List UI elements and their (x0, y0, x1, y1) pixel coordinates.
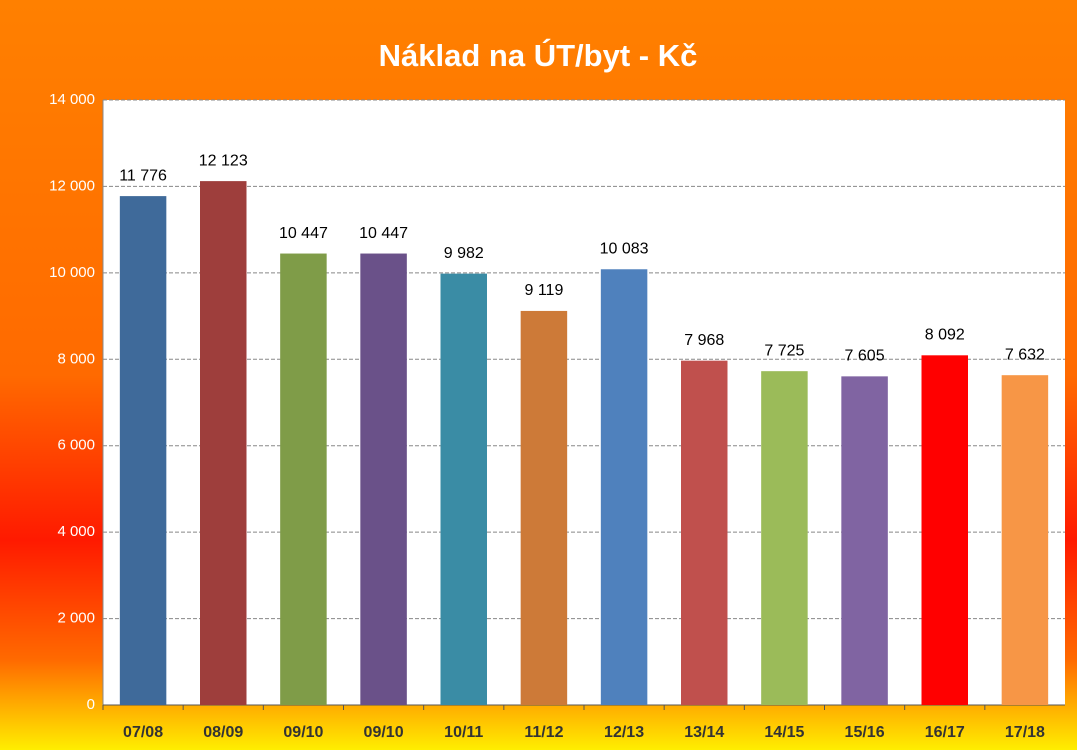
value-label: 9 119 (524, 282, 563, 299)
y-tick-label: 2 000 (57, 610, 95, 627)
y-tick-label: 14 000 (49, 91, 95, 108)
value-label: 7 725 (764, 342, 804, 359)
y-tick-label: 12 000 (49, 177, 95, 194)
x-tick-label: 08/09 (203, 724, 243, 741)
x-tick-label: 13/14 (684, 724, 724, 741)
y-tick-label: 0 (87, 696, 95, 713)
x-tick-label: 16/17 (925, 724, 965, 741)
x-tick-label: 12/13 (604, 724, 644, 741)
bar (280, 253, 327, 706)
x-tick-label: 11/12 (524, 724, 563, 741)
bar (440, 273, 487, 705)
bar (761, 371, 808, 705)
bar (1001, 375, 1049, 705)
value-label: 10 447 (359, 225, 408, 242)
value-label: 7 605 (845, 348, 885, 365)
bar (200, 181, 247, 705)
bar (681, 360, 728, 705)
y-tick-label: 10 000 (49, 264, 95, 281)
bar (921, 355, 968, 705)
y-tick-label: 4 000 (57, 523, 95, 540)
value-label: 7 968 (684, 332, 724, 349)
x-tick-label: 10/11 (444, 724, 483, 741)
value-label: 12 123 (199, 152, 248, 169)
bar (520, 310, 568, 705)
bar (360, 253, 407, 706)
x-tick-label: 15/16 (845, 724, 885, 741)
x-tick-label: 07/08 (123, 724, 163, 741)
x-tick-label: 09/10 (283, 724, 323, 741)
chart-title: Náklad na ÚT/byt - Kč (379, 37, 698, 73)
value-label: 10 447 (279, 225, 328, 242)
x-tick-label: 17/18 (1005, 724, 1045, 741)
bar (600, 269, 648, 705)
value-label: 9 982 (444, 245, 484, 262)
x-tick-label: 14/15 (764, 724, 804, 741)
value-label: 10 083 (600, 240, 649, 257)
x-tick-label: 09/10 (364, 724, 404, 741)
value-label: 7 632 (1005, 346, 1045, 363)
plot-area (103, 100, 1065, 705)
y-tick-label: 8 000 (57, 350, 95, 367)
value-label: 11 776 (119, 167, 167, 184)
value-label: 8 092 (925, 327, 965, 344)
bar (841, 376, 888, 705)
y-tick-label: 6 000 (57, 437, 95, 454)
bar (119, 196, 167, 705)
